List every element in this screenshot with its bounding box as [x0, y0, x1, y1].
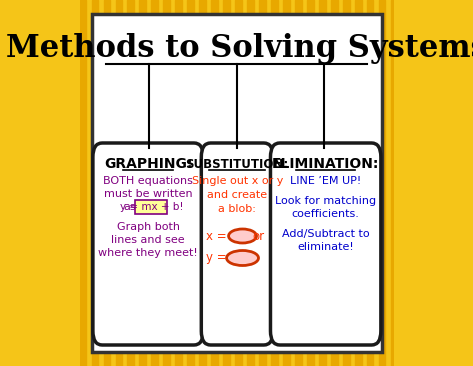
Text: SUBSTITUTION:: SUBSTITUTION:: [185, 157, 289, 171]
Bar: [151, 0, 158, 366]
Bar: [175, 0, 182, 366]
Bar: [187, 0, 194, 366]
Text: Look for matching: Look for matching: [275, 196, 376, 206]
Bar: [283, 0, 289, 366]
Bar: [104, 0, 110, 366]
Text: x =: x =: [206, 229, 226, 243]
Bar: [199, 0, 206, 366]
Bar: [295, 0, 302, 366]
FancyBboxPatch shape: [201, 143, 273, 345]
Text: 3 Methods to Solving Systems:: 3 Methods to Solving Systems:: [0, 33, 473, 63]
Text: eliminate!: eliminate!: [298, 242, 354, 252]
Bar: [343, 0, 350, 366]
Bar: [223, 0, 230, 366]
Text: LINE ’EM UP!: LINE ’EM UP!: [290, 176, 361, 186]
Bar: [415, 0, 421, 366]
Bar: [403, 0, 410, 366]
FancyBboxPatch shape: [93, 143, 203, 345]
Text: Add/Subtract to: Add/Subtract to: [282, 229, 369, 239]
Bar: [79, 0, 86, 366]
Bar: [235, 0, 242, 366]
Bar: [163, 0, 170, 366]
FancyBboxPatch shape: [135, 200, 167, 214]
Text: where they meet!: where they meet!: [98, 248, 198, 258]
Text: y = mx + b!: y = mx + b!: [120, 202, 183, 212]
FancyBboxPatch shape: [271, 143, 381, 345]
Text: GRAPHING:: GRAPHING:: [104, 157, 193, 171]
Bar: [331, 0, 338, 366]
Text: coefficients.: coefficients.: [292, 209, 359, 219]
Bar: [367, 0, 374, 366]
Ellipse shape: [228, 229, 256, 243]
Text: Single out x or y: Single out x or y: [192, 176, 283, 186]
Text: BOTH equations: BOTH equations: [103, 176, 193, 186]
Ellipse shape: [227, 250, 259, 265]
Bar: [307, 0, 314, 366]
Text: ELIMINATION:: ELIMINATION:: [272, 157, 379, 171]
Text: and create: and create: [207, 190, 267, 200]
Text: a blob:: a blob:: [218, 204, 256, 214]
Text: y =: y =: [206, 251, 226, 265]
Text: must be written: must be written: [104, 189, 193, 199]
FancyBboxPatch shape: [92, 14, 382, 352]
Text: Graph both: Graph both: [117, 222, 180, 232]
Bar: [391, 0, 397, 366]
Bar: [140, 0, 146, 366]
Bar: [259, 0, 266, 366]
Bar: [128, 0, 134, 366]
Bar: [355, 0, 361, 366]
Bar: [92, 0, 98, 366]
Text: lines and see: lines and see: [111, 235, 185, 245]
Text: or: or: [253, 229, 264, 243]
Bar: [115, 0, 122, 366]
Bar: [379, 0, 385, 366]
Bar: [427, 0, 433, 366]
Bar: [271, 0, 278, 366]
Bar: [211, 0, 218, 366]
Bar: [247, 0, 254, 366]
Text: as: as: [123, 202, 136, 212]
Bar: [319, 0, 325, 366]
